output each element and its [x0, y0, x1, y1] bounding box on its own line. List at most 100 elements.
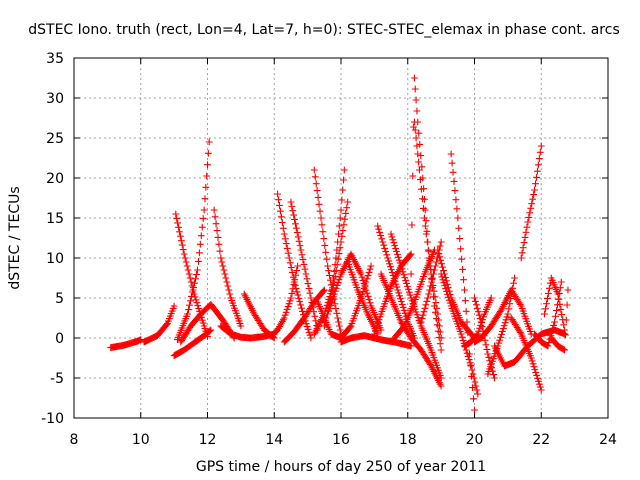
data-arc — [287, 198, 322, 334]
data-point — [319, 228, 327, 236]
data-point — [204, 149, 212, 157]
data-point — [366, 299, 374, 307]
data-point — [460, 276, 467, 284]
data-point — [226, 290, 234, 298]
data-point — [452, 196, 460, 204]
data-point — [534, 167, 541, 175]
data-point — [419, 195, 426, 203]
y-tick-label: 20 — [46, 171, 64, 187]
data-point — [436, 322, 443, 330]
data-point — [283, 306, 291, 313]
data-point — [334, 238, 342, 246]
data-point — [290, 278, 298, 286]
data-point — [285, 254, 293, 262]
data-point — [532, 369, 540, 376]
data-point — [372, 324, 380, 332]
data-point — [325, 307, 333, 315]
data-point — [421, 304, 429, 312]
data-point — [333, 309, 341, 317]
data-point — [274, 190, 281, 198]
data-point — [326, 272, 333, 279]
data-point — [331, 300, 339, 308]
data-arc — [411, 118, 445, 342]
data-point — [474, 330, 482, 338]
data-point — [401, 274, 409, 282]
data-point — [340, 176, 347, 184]
data-point — [406, 251, 414, 259]
data-point — [477, 318, 485, 326]
data-point — [194, 302, 202, 310]
data-point — [214, 234, 222, 241]
data-point — [303, 323, 311, 330]
data-point — [221, 270, 229, 278]
data-point — [467, 362, 475, 370]
data-point — [186, 301, 193, 309]
data-point — [288, 202, 296, 210]
data-point — [340, 166, 348, 174]
data-point — [411, 85, 419, 93]
data-point — [361, 283, 369, 291]
data-point — [185, 306, 192, 313]
data-point — [406, 291, 414, 299]
data-point — [222, 274, 230, 282]
data-point — [307, 334, 315, 342]
data-point — [562, 316, 570, 324]
data-point — [275, 324, 282, 332]
data-point — [284, 303, 292, 310]
data-arc — [310, 166, 345, 338]
y-axis-label: dSTEC / TECUs — [7, 186, 23, 289]
chart-title: dSTEC Iono. truth (rect, Lon=4, Lat=7, h… — [28, 22, 620, 38]
data-point — [362, 286, 370, 294]
data-point — [281, 311, 289, 319]
data-point — [306, 331, 314, 339]
data-point — [436, 253, 444, 261]
data-point — [335, 318, 342, 326]
data-point — [500, 322, 508, 330]
data-point — [315, 200, 323, 208]
data-point — [472, 382, 480, 390]
data-point — [407, 250, 415, 258]
data-point — [175, 223, 182, 231]
data-point — [545, 339, 553, 346]
data-arc — [174, 138, 213, 343]
data-point — [309, 303, 317, 311]
data-point — [431, 266, 438, 274]
data-arc — [491, 326, 569, 370]
data-point — [381, 245, 389, 252]
data-point — [306, 289, 314, 297]
data-point — [535, 155, 543, 162]
data-point — [518, 249, 526, 257]
data-point — [426, 286, 434, 294]
data-point — [501, 319, 509, 327]
data-point — [278, 219, 286, 226]
data-point — [335, 222, 343, 230]
data-point — [439, 276, 447, 284]
y-tick-label: 30 — [46, 91, 64, 107]
data-point — [223, 278, 231, 286]
data-point — [163, 321, 170, 329]
data-point — [311, 173, 319, 181]
data-point — [481, 336, 489, 344]
data-point — [389, 272, 397, 279]
data-point — [522, 228, 530, 236]
data-point — [331, 261, 339, 269]
data-point — [274, 326, 281, 334]
data-point — [325, 267, 332, 275]
data-point — [346, 323, 354, 331]
data-point — [296, 242, 304, 250]
data-point — [332, 305, 340, 312]
data-point — [509, 284, 517, 292]
data-point — [561, 346, 569, 354]
data-arc — [172, 210, 211, 340]
data-point — [333, 246, 341, 254]
data-point — [418, 185, 425, 193]
data-point — [174, 219, 182, 227]
data-point — [289, 207, 297, 215]
data-point — [216, 247, 224, 255]
data-point — [379, 238, 387, 246]
data-point — [278, 319, 285, 327]
data-point — [411, 126, 419, 134]
data-point — [313, 187, 321, 194]
data-arc — [140, 302, 178, 346]
data-point — [383, 251, 391, 259]
